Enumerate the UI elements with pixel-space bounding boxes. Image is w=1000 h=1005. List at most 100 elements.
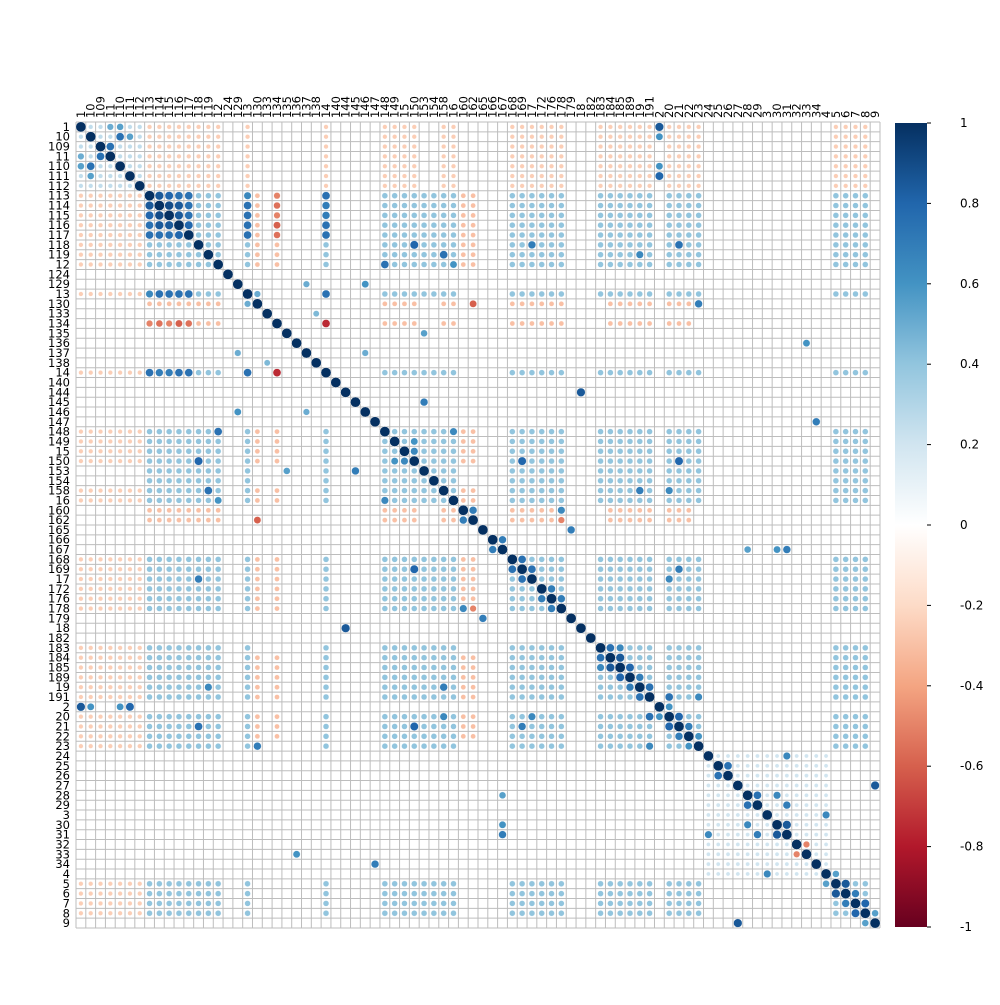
column-label: 17 [525, 103, 539, 118]
correlation-cell [78, 714, 84, 720]
correlation-cell [105, 151, 116, 162]
correlation-cell [548, 153, 555, 159]
correlation-cell [832, 212, 840, 219]
correlation-cell [842, 723, 849, 730]
correlation-cell [607, 684, 614, 691]
correlation-cell [842, 575, 849, 583]
correlation-cell [273, 211, 281, 219]
correlation-cell [666, 438, 673, 445]
correlation-cell [536, 583, 548, 595]
correlation-cell [666, 222, 673, 229]
correlation-cell [597, 605, 604, 612]
correlation-cell [558, 713, 565, 720]
correlation-cell [195, 477, 202, 484]
correlation-cell [176, 173, 182, 179]
correlation-cell [107, 556, 113, 562]
correlation-cell [654, 171, 664, 181]
correlation-cell [784, 763, 790, 769]
correlation-cell [793, 850, 801, 858]
correlation-cell [107, 881, 113, 887]
correlation-cell [558, 900, 565, 907]
correlation-cell [558, 192, 565, 199]
correlation-cell [706, 763, 711, 769]
correlation-cell [735, 753, 741, 759]
correlation-cell [214, 693, 222, 701]
correlation-cell [518, 654, 526, 661]
correlation-cell [460, 487, 467, 494]
correlation-cell [528, 438, 536, 445]
correlation-cell [107, 193, 113, 199]
correlation-cell [107, 429, 113, 435]
correlation-cell [322, 261, 330, 268]
correlation-cell [117, 596, 123, 602]
row-label: 33 [55, 847, 70, 861]
correlation-cell [440, 457, 447, 465]
correlation-cell [323, 173, 329, 179]
correlation-cell [519, 173, 525, 179]
correlation-cell [107, 252, 113, 258]
correlation-cell [281, 328, 293, 339]
correlation-cell [137, 144, 143, 150]
correlation-cell [860, 899, 870, 908]
correlation-cell [244, 742, 251, 750]
correlation-cell [146, 723, 153, 730]
correlation-cell [607, 320, 614, 327]
correlation-cell [97, 900, 104, 906]
column-label: 136 [290, 96, 304, 118]
correlation-cell [468, 506, 478, 515]
correlation-cell [636, 202, 643, 209]
correlation-cell [420, 497, 428, 504]
correlation-cell [627, 153, 633, 159]
correlation-cell [196, 163, 202, 169]
correlation-cell [450, 231, 457, 239]
correlation-cell [782, 820, 792, 830]
correlation-cell [88, 222, 94, 228]
correlation-cell [598, 144, 604, 150]
correlation-cell [165, 900, 173, 907]
correlation-cell [509, 448, 516, 455]
correlation-cell [676, 173, 682, 179]
correlation-cell [812, 417, 821, 426]
correlation-cell [626, 467, 634, 475]
correlation-cell [784, 842, 790, 847]
correlation-cell [538, 575, 545, 583]
correlation-cell [646, 566, 653, 573]
column-label: 29 [750, 103, 764, 118]
row-label: 146 [48, 405, 70, 419]
correlation-cell [695, 585, 702, 593]
correlation-cell [401, 231, 408, 239]
correlation-cell [764, 842, 770, 847]
correlation-cell [322, 467, 330, 475]
correlation-cell [215, 153, 221, 159]
correlation-cell [97, 222, 104, 228]
correlation-cell [695, 457, 702, 465]
correlation-cell [507, 554, 518, 565]
correlation-cell [626, 880, 634, 887]
correlation-cell [862, 497, 869, 504]
correlation-cell [411, 290, 418, 298]
correlation-cell [254, 684, 261, 690]
correlation-cell [411, 517, 418, 523]
correlation-cell [107, 134, 113, 140]
correlation-cell [214, 369, 222, 376]
column-label: 12 [211, 103, 225, 118]
correlation-cell [548, 664, 555, 671]
correlation-cell [401, 428, 408, 435]
correlation-cell [411, 900, 418, 907]
correlation-cell [117, 252, 123, 258]
correlation-cell [137, 881, 143, 887]
correlation-cell [794, 753, 799, 759]
correlation-cell [430, 890, 438, 897]
correlation-cell [254, 448, 261, 455]
correlation-cell [813, 793, 819, 798]
correlation-cell [214, 585, 222, 593]
correlation-cell [862, 477, 869, 484]
correlation-cell [675, 644, 683, 652]
correlation-cell [842, 428, 849, 435]
correlation-cell [784, 773, 790, 778]
correlation-cell [205, 566, 212, 573]
correlation-cell [685, 713, 692, 720]
correlation-cell [145, 201, 155, 211]
correlation-cell [597, 556, 604, 563]
correlation-cell [205, 202, 212, 209]
